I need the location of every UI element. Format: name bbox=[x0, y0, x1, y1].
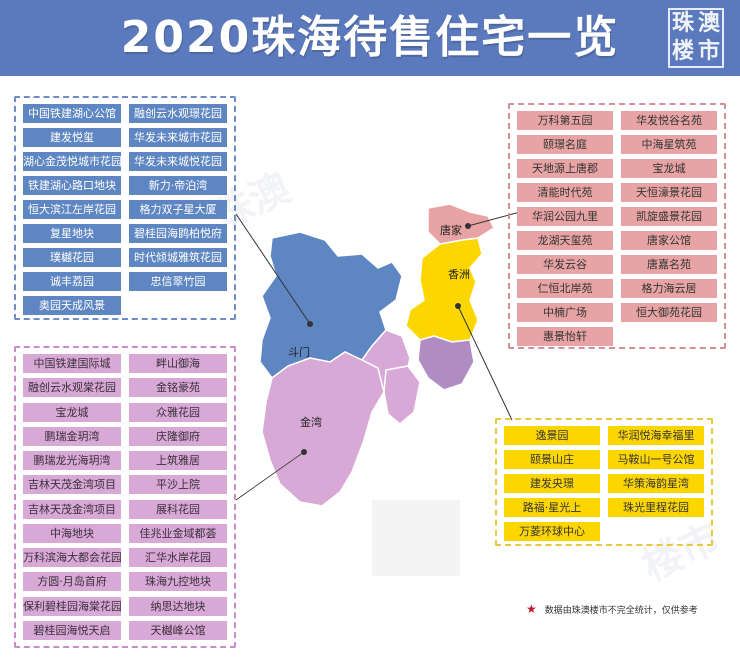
footnote: ★ 数据由珠澳楼市不完全统计，仅供参考 bbox=[526, 602, 726, 616]
listing-item: 唐嘉名苑 bbox=[621, 255, 717, 274]
listing-item: 恒大御苑花园 bbox=[621, 303, 717, 322]
blank-placeholder bbox=[372, 500, 460, 576]
listing-item: 中国铁建湖心公馆 bbox=[23, 104, 121, 123]
listing-item: 天樾峰公馆 bbox=[129, 620, 227, 640]
listing-item: 融创云水观棠花园 bbox=[23, 378, 121, 398]
listing-item: 逸景园 bbox=[504, 426, 600, 445]
listing-item: 清能时代苑 bbox=[517, 183, 613, 202]
listing-item: 凯旋盛景花园 bbox=[621, 207, 717, 226]
listing-item: 华发云谷 bbox=[517, 255, 613, 274]
listing-item: 众雅花园 bbox=[129, 402, 227, 422]
listing-item: 天地源上唐郡 bbox=[517, 159, 613, 178]
listing-item: 保利碧桂园海棠花园 bbox=[23, 596, 121, 616]
listing-item: 中海星筑苑 bbox=[621, 135, 717, 154]
listing-item: 畔山御海 bbox=[129, 354, 227, 373]
listing-item: 惠景怡轩 bbox=[517, 327, 613, 346]
listing-item: 璞樾花园 bbox=[23, 248, 121, 267]
map-region-jinwan bbox=[261, 351, 385, 507]
listing-item: 金铭豪苑 bbox=[129, 378, 227, 398]
xiangzhou-listing-box: 逸景园 华润悦海幸福里 颐景山庄 马鞍山一号公馆 建发央璟 华策海韵星湾 路福·… bbox=[495, 418, 713, 546]
listing-item: 融创云水观璟花园 bbox=[129, 104, 227, 123]
listing-item: 格力双子星大厦 bbox=[129, 200, 227, 219]
listing-item: 宝龙城 bbox=[621, 159, 717, 178]
listing-item: 诚丰荔园 bbox=[23, 272, 121, 291]
listing-item: 龙湖天玺苑 bbox=[517, 231, 613, 250]
listing-item: 碧桂园海悦天启 bbox=[23, 620, 121, 640]
listing-item: 颐璟名庭 bbox=[517, 135, 613, 154]
header-banner bbox=[0, 0, 740, 76]
region-label-doumen: 斗门 bbox=[288, 345, 310, 359]
listing-item: 华发悦谷名苑 bbox=[621, 111, 717, 130]
listing-item: 鹏瑞龙光海玥湾 bbox=[23, 451, 121, 470]
listing-item: 湖心金茂悦城市花园 bbox=[23, 152, 121, 171]
logo-char: 楼 bbox=[671, 39, 694, 64]
listing-item: 马鞍山一号公馆 bbox=[608, 450, 704, 469]
listing-item: 华发未来城悦花园 bbox=[129, 152, 227, 171]
map-region-tangjia bbox=[427, 203, 495, 245]
region-label-jinwan: 金湾 bbox=[300, 415, 322, 429]
tangjia-listing-box: 万科第五园 华发悦谷名苑 颐璟名庭 中海星筑苑 天地源上唐郡 宝龙城 清能时代苑… bbox=[508, 103, 726, 349]
listing-item: 吉林天茂金湾项目 bbox=[23, 475, 121, 495]
listing-item: 复星地块 bbox=[23, 224, 121, 243]
listing-item: 唐家公馆 bbox=[621, 231, 717, 250]
jinwan-listing-box: 中国铁建国际城 畔山御海 融创云水观棠花园 金铭豪苑 宝龙城 众雅花园 鹏瑞金玥… bbox=[14, 346, 236, 648]
listing-item: 仁恒北岸苑 bbox=[517, 279, 613, 298]
listing-item: 路福·星光上 bbox=[504, 498, 600, 517]
listing-item: 万菱环球中心 bbox=[504, 522, 600, 541]
map-region-xiangzhou bbox=[405, 237, 483, 343]
brand-logo: 珠 澳 楼 市 bbox=[668, 8, 724, 68]
listing-item: 宝龙城 bbox=[23, 402, 121, 422]
listing-item: 奥园天成风景 bbox=[23, 296, 121, 315]
listing-item: 珠海九控地块 bbox=[129, 572, 227, 592]
region-label-tangjia: 唐家 bbox=[440, 223, 462, 237]
listing-item: 万科滨海大都会花园 bbox=[23, 548, 121, 567]
region-label-xiangzhou: 香洲 bbox=[448, 268, 470, 281]
listing-item: 平沙上院 bbox=[129, 475, 227, 495]
star-icon: ★ bbox=[526, 602, 537, 616]
listing-item: 恒大滨江左岸花园 bbox=[23, 200, 121, 219]
map-region-doumen bbox=[259, 231, 403, 380]
listing-item: 格力海云居 bbox=[621, 279, 717, 298]
listing-item: 中国铁建国际城 bbox=[23, 354, 121, 373]
listing-item: 华发未来城市花园 bbox=[129, 128, 227, 147]
listing-item: 万科第五园 bbox=[517, 111, 613, 130]
logo-char: 市 bbox=[697, 39, 720, 64]
listing-item: 华策海韵星湾 bbox=[608, 474, 704, 493]
listing-item: 珠光里程花园 bbox=[608, 498, 704, 517]
listing-item: 天恒濠景花园 bbox=[621, 183, 717, 202]
map-region-jinwan-east bbox=[360, 329, 411, 402]
listing-item: 鹏瑞金玥湾 bbox=[23, 426, 121, 446]
listing-item: 庆隆御府 bbox=[129, 426, 227, 446]
listing-item: 时代倾城雅筑花园 bbox=[129, 248, 227, 267]
page-title: 2020珠海待售住宅一览 bbox=[120, 12, 620, 63]
listing-item: 中楠广场 bbox=[517, 303, 613, 322]
listing-item: 铁建湖心路口地块 bbox=[23, 176, 121, 195]
listing-item: 汇华水岸花园 bbox=[129, 548, 227, 567]
listing-item: 中海地块 bbox=[23, 523, 121, 543]
logo-char: 珠 bbox=[671, 11, 694, 36]
listing-item: 建发悦玺 bbox=[23, 128, 121, 147]
listing-item: 吉林天茂金湾项目 bbox=[23, 499, 121, 519]
listing-item: 华润公园九里 bbox=[517, 207, 613, 226]
listing-item: 忠信翠竹园 bbox=[129, 272, 227, 291]
listing-item: 方圆·月岛首府 bbox=[23, 572, 121, 592]
listing-item: 新力·帝泊湾 bbox=[129, 176, 227, 195]
listing-item: 华润悦海幸福里 bbox=[608, 426, 704, 445]
footnote-text: 数据由珠澳楼市不完全统计，仅供参考 bbox=[544, 606, 698, 616]
listing-item: 展科花园 bbox=[129, 499, 227, 519]
listing-item: 纳思达地块 bbox=[129, 596, 227, 616]
logo-char: 澳 bbox=[697, 11, 720, 36]
listing-item: 建发央璟 bbox=[504, 474, 600, 493]
map-region-xiangzhou-south bbox=[417, 335, 475, 391]
listing-item: 碧桂园海鹍柏悦府 bbox=[129, 224, 227, 243]
doumen-listing-box: 中国铁建湖心公馆 融创云水观璟花园 建发悦玺 华发未来城市花园 湖心金茂悦城市花… bbox=[14, 96, 236, 320]
listing-item: 上筑雅居 bbox=[129, 451, 227, 470]
map-region-jinwan-island bbox=[383, 365, 421, 425]
listing-item: 颐景山庄 bbox=[504, 450, 600, 469]
listing-item: 佳兆业金域都荟 bbox=[129, 523, 227, 543]
